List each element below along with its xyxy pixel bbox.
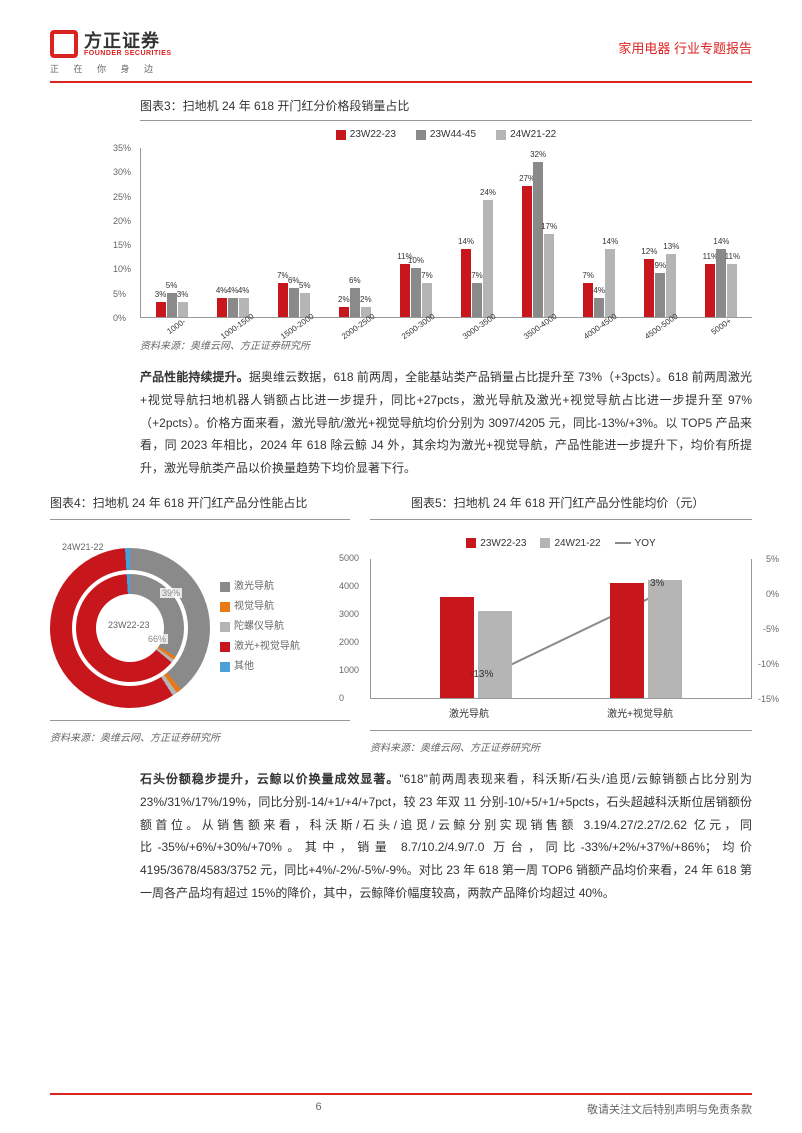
- chart5: 23W22-23 24W21-22 YOY 010002000300040005…: [370, 538, 752, 754]
- chart5-source: 资料来源：奥维云网、方正证券研究所: [370, 739, 752, 754]
- para1-text: 据奥维云数据，618 前两周，全能基站类产品销量占比提升至 73%（+3pcts…: [140, 370, 752, 475]
- chart5-xlabel-0: 激光导航: [449, 705, 489, 720]
- chart5-legend-0: 23W22-23: [480, 538, 526, 549]
- chart5-title: 图表5：扫地机 24 年 618 开门红产品分性能均价（元）: [411, 494, 752, 511]
- page-header: 方正证券 FOUNDER SECURITIES 正 在 你 身 边 家用电器 行…: [50, 30, 752, 83]
- chart3-legend-2: 24W21-22: [510, 129, 556, 140]
- header-right: 家用电器 行业专题报告: [618, 38, 752, 57]
- page-footer: 6 敬请关注文后特别声明与免责条款: [50, 1093, 752, 1117]
- chart3: 23W22-23 23W44-45 24W21-22 35%30%25%20%1…: [140, 129, 752, 331]
- chart3-legend-1: 23W44-45: [430, 129, 476, 140]
- footer-disclaimer: 敬请关注文后特别声明与免责条款: [587, 1101, 752, 1117]
- chart3-legend: 23W22-23 23W44-45 24W21-22: [140, 129, 752, 140]
- chart4-outer-label: 24W21-22: [60, 542, 106, 552]
- chart4-title: 图表4：扫地机 24 年 618 开门红产品分性能占比: [50, 494, 391, 511]
- chart5-xlabel-1: 激光+视觉导航: [607, 705, 673, 720]
- logo-en: FOUNDER SECURITIES: [84, 50, 172, 57]
- chart4-inner-label: 23W22-23: [106, 620, 152, 630]
- chart4-source: 资料来源：奥维云网、方正证券研究所: [50, 729, 350, 744]
- chart5-legend-2: YOY: [635, 538, 656, 549]
- chart4-pct-inner: 66%: [146, 634, 168, 644]
- logo-block: 方正证券 FOUNDER SECURITIES 正 在 你 身 边: [50, 30, 172, 75]
- chart4: 24W21-22 23W22-23 39% 66% 激光导航视觉导航陀螺仪导航激…: [50, 538, 350, 754]
- page-number: 6: [50, 1101, 587, 1117]
- logo-icon: [50, 30, 78, 58]
- para2-bold: 石头份额稳步提升，云鲸以价换量成效显著。: [140, 772, 399, 786]
- paragraph-1: 产品性能持续提升。据奥维云数据，618 前两周，全能基站类产品销量占比提升至 7…: [140, 366, 752, 480]
- chart3-legend-0: 23W22-23: [350, 129, 396, 140]
- logo-tagline: 正 在 你 身 边: [50, 62, 172, 75]
- chart3-title: 图表3：扫地机 24 年 618 开门红分价格段销量占比: [50, 97, 752, 114]
- para2-text: "618"前两周表现来看，科沃斯/石头/追觅/云鲸销额占比分别为 23%/31%…: [140, 772, 752, 900]
- paragraph-2: 石头份额稳步提升，云鲸以价换量成效显著。"618"前两周表现来看，科沃斯/石头/…: [140, 768, 752, 905]
- para1-bold: 产品性能持续提升。: [140, 370, 249, 384]
- logo-cn: 方正证券: [84, 32, 172, 50]
- chart3-source: 资料来源：奥维云网、方正证券研究所: [140, 337, 752, 352]
- chart5-legend-1: 24W21-22: [554, 538, 600, 549]
- chart4-pct-outer: 39%: [160, 588, 182, 598]
